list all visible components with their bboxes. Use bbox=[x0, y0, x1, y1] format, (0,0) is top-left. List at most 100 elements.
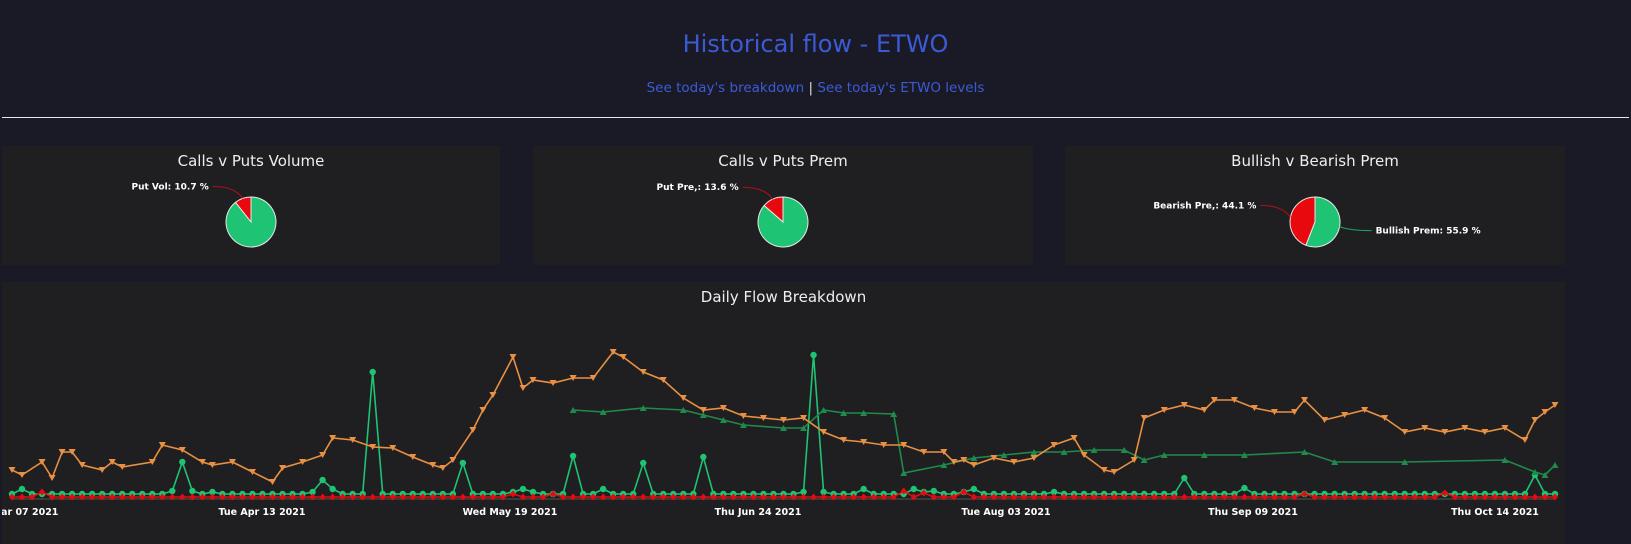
data-point[interactable] bbox=[1421, 425, 1429, 431]
data-point[interactable] bbox=[1401, 459, 1409, 465]
data-point[interactable] bbox=[359, 493, 366, 501]
data-point[interactable] bbox=[479, 407, 487, 413]
data-point[interactable] bbox=[1151, 493, 1158, 501]
data-point[interactable] bbox=[189, 493, 196, 501]
data-point[interactable] bbox=[1201, 493, 1208, 501]
data-point[interactable] bbox=[1180, 402, 1188, 408]
data-point[interactable] bbox=[1071, 493, 1078, 501]
data-point[interactable] bbox=[890, 493, 897, 501]
data-point[interactable] bbox=[179, 458, 186, 466]
data-point[interactable] bbox=[49, 493, 56, 501]
data-point[interactable] bbox=[329, 493, 336, 501]
data-point[interactable] bbox=[1230, 397, 1238, 403]
data-point[interactable] bbox=[920, 489, 927, 497]
data-point[interactable] bbox=[640, 459, 647, 467]
data-point[interactable] bbox=[1481, 429, 1489, 435]
data-point[interactable] bbox=[589, 375, 597, 381]
data-point[interactable] bbox=[590, 493, 597, 501]
data-point[interactable] bbox=[509, 490, 516, 498]
data-point[interactable] bbox=[1481, 493, 1488, 501]
data-point[interactable] bbox=[179, 493, 186, 501]
data-point[interactable] bbox=[1010, 493, 1017, 501]
data-point[interactable] bbox=[1441, 429, 1449, 435]
data-point[interactable] bbox=[489, 493, 496, 501]
data-point[interactable] bbox=[619, 354, 627, 360]
data-point[interactable] bbox=[139, 493, 146, 501]
data-point[interactable] bbox=[249, 493, 256, 501]
data-point[interactable] bbox=[580, 493, 587, 501]
data-point[interactable] bbox=[739, 413, 747, 419]
data-point[interactable] bbox=[519, 493, 526, 501]
data-point[interactable] bbox=[1331, 459, 1339, 465]
data-point[interactable] bbox=[1381, 415, 1389, 421]
data-point[interactable] bbox=[389, 493, 396, 501]
data-point[interactable] bbox=[800, 488, 807, 496]
data-point[interactable] bbox=[79, 493, 86, 501]
data-point[interactable] bbox=[860, 410, 868, 416]
data-point[interactable] bbox=[990, 493, 997, 501]
data-point[interactable] bbox=[519, 485, 527, 493]
data-point[interactable] bbox=[18, 485, 26, 493]
data-point[interactable] bbox=[880, 493, 887, 501]
data-point[interactable] bbox=[1140, 415, 1148, 421]
data-point[interactable] bbox=[710, 493, 717, 501]
data-point[interactable] bbox=[1200, 452, 1208, 458]
data-point[interactable] bbox=[18, 472, 26, 478]
pie-slice[interactable] bbox=[1289, 196, 1316, 246]
data-point[interactable] bbox=[1521, 493, 1528, 501]
data-point[interactable] bbox=[108, 459, 116, 465]
data-point[interactable] bbox=[208, 462, 216, 468]
data-point[interactable] bbox=[259, 493, 266, 501]
data-point[interactable] bbox=[1110, 469, 1118, 475]
data-point[interactable] bbox=[1101, 493, 1108, 501]
data-point[interactable] bbox=[399, 493, 406, 501]
data-point[interactable] bbox=[369, 368, 376, 376]
data-point[interactable] bbox=[1161, 493, 1168, 501]
data-point[interactable] bbox=[650, 493, 657, 501]
data-point[interactable] bbox=[1130, 457, 1138, 463]
data-point[interactable] bbox=[719, 405, 727, 411]
data-point[interactable] bbox=[1261, 493, 1268, 501]
data-point[interactable] bbox=[1501, 457, 1509, 463]
data-point[interactable] bbox=[1531, 417, 1539, 423]
data-point[interactable] bbox=[1010, 459, 1018, 465]
data-point[interactable] bbox=[219, 493, 226, 501]
data-point[interactable] bbox=[1120, 447, 1128, 453]
data-point[interactable] bbox=[409, 493, 416, 501]
data-point[interactable] bbox=[840, 410, 848, 416]
data-point[interactable] bbox=[950, 459, 958, 465]
data-point[interactable] bbox=[1240, 452, 1248, 458]
data-point[interactable] bbox=[1552, 493, 1558, 501]
data-point[interactable] bbox=[1160, 452, 1168, 458]
data-point[interactable] bbox=[900, 470, 908, 476]
data-point[interactable] bbox=[1191, 493, 1198, 501]
data-point[interactable] bbox=[118, 464, 126, 470]
data-point[interactable] bbox=[1140, 457, 1148, 463]
data-point[interactable] bbox=[1141, 493, 1148, 501]
data-point[interactable] bbox=[850, 493, 857, 501]
data-point[interactable] bbox=[680, 493, 687, 501]
data-point[interactable] bbox=[1491, 493, 1498, 501]
data-point[interactable] bbox=[1251, 493, 1258, 501]
data-point[interactable] bbox=[169, 493, 176, 501]
data-point[interactable] bbox=[1431, 493, 1438, 501]
data-point[interactable] bbox=[670, 493, 677, 501]
data-point[interactable] bbox=[1321, 417, 1329, 423]
data-point[interactable] bbox=[940, 462, 948, 468]
data-point[interactable] bbox=[59, 493, 66, 501]
data-point[interactable] bbox=[1441, 489, 1448, 497]
data-point[interactable] bbox=[369, 444, 377, 450]
data-point[interactable] bbox=[550, 490, 557, 498]
data-point[interactable] bbox=[109, 493, 116, 501]
data-point[interactable] bbox=[1371, 493, 1378, 501]
data-point[interactable] bbox=[700, 493, 707, 501]
data-point[interactable] bbox=[1411, 493, 1418, 501]
todays-levels-link[interactable]: See today's ETWO levels bbox=[817, 80, 985, 96]
data-point[interactable] bbox=[409, 454, 417, 460]
data-point[interactable] bbox=[379, 493, 386, 501]
data-point[interactable] bbox=[609, 349, 617, 355]
data-point[interactable] bbox=[1471, 493, 1478, 501]
data-point[interactable] bbox=[429, 493, 436, 501]
data-point[interactable] bbox=[600, 493, 607, 501]
data-point[interactable] bbox=[870, 493, 877, 501]
